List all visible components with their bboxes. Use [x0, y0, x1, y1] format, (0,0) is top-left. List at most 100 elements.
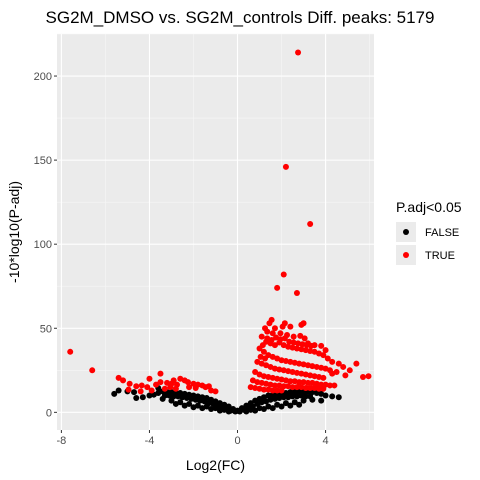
significant-point	[331, 382, 338, 389]
significant-point	[301, 335, 308, 342]
significant-point	[359, 374, 366, 381]
significant-point	[137, 388, 144, 395]
nonsignificant-point	[166, 392, 173, 399]
significant-point	[307, 221, 314, 228]
significant-point	[268, 337, 275, 344]
significant-point	[353, 360, 360, 367]
nonsignificant-point	[318, 397, 325, 404]
significant-point	[318, 342, 325, 349]
significant-point	[262, 355, 269, 362]
nonsignificant-point	[232, 408, 239, 415]
significant-point	[326, 382, 333, 389]
significant-point	[260, 386, 267, 393]
y-axis-title: -10*log10(P-adj)	[6, 181, 22, 283]
nonsignificant-point	[146, 392, 153, 399]
significant-point	[293, 384, 300, 391]
significant-point	[320, 374, 327, 381]
significant-point	[280, 271, 287, 278]
nonsignificant-point	[199, 405, 206, 412]
nonsignificant-point	[133, 395, 140, 402]
significant-point	[184, 379, 191, 386]
significant-point	[315, 385, 322, 392]
significant-point	[153, 381, 160, 388]
significant-point	[259, 342, 266, 349]
significant-point	[324, 355, 331, 362]
significant-point	[307, 384, 314, 391]
significant-point	[115, 374, 122, 381]
nonsignificant-point	[280, 394, 287, 401]
significant-point	[138, 382, 145, 389]
significant-point	[170, 377, 177, 384]
nonsignificant-point	[296, 401, 303, 408]
significant-point	[302, 384, 309, 391]
nonsignificant-point	[236, 408, 243, 415]
significant-point	[144, 384, 151, 391]
x-tick-label: 0	[234, 435, 240, 447]
significant-point	[264, 328, 271, 335]
significant-point	[192, 384, 199, 391]
significant-point	[340, 363, 347, 370]
x-tick-label: -4	[145, 435, 155, 447]
y-tick-label: 100	[34, 239, 52, 251]
grid-lines	[57, 33, 374, 430]
significant-point	[89, 367, 96, 374]
x-tick-label: 4	[323, 435, 329, 447]
significant-point	[335, 360, 342, 367]
significant-point	[342, 372, 349, 379]
significant-point	[186, 384, 193, 391]
nonsignificant-point	[225, 408, 232, 415]
nonsignificant-point	[159, 395, 166, 402]
nonsignificant-point	[190, 404, 197, 411]
nonsignificant-point	[175, 393, 182, 400]
significant-point	[67, 348, 74, 355]
data-points	[67, 49, 372, 415]
significant-point	[297, 332, 304, 339]
nonsignificant-point	[243, 408, 250, 415]
significant-point	[278, 387, 285, 394]
nonsignificant-point	[322, 392, 329, 399]
significant-point	[274, 284, 281, 291]
significant-point	[260, 348, 267, 355]
y-tick-label: 50	[40, 323, 52, 335]
significant-point	[282, 163, 289, 170]
nonsignificant-point	[111, 390, 118, 397]
significant-point	[277, 330, 284, 337]
significant-point	[308, 342, 315, 349]
significant-point	[126, 380, 133, 387]
legend: P.adj<0.05 FALSE TRUE	[396, 199, 462, 265]
nonsignificant-point	[115, 387, 122, 394]
significant-point	[329, 358, 336, 365]
nonsignificant-point	[287, 402, 294, 409]
significant-point	[271, 325, 278, 332]
significant-point	[279, 323, 286, 330]
significant-point	[266, 320, 273, 327]
legend-label-false: FALSE	[425, 227, 459, 239]
nonsignificant-point	[335, 394, 342, 401]
significant-point	[289, 384, 296, 391]
significant-point	[304, 379, 311, 386]
significant-point	[157, 379, 164, 386]
nonsignificant-point	[289, 393, 296, 400]
significant-point	[269, 387, 276, 394]
significant-point	[172, 385, 179, 392]
significant-point	[146, 375, 153, 382]
legend-title: P.adj<0.05	[396, 199, 462, 215]
significant-point	[157, 370, 164, 377]
y-tick-label: 200	[34, 71, 52, 83]
significant-point	[296, 379, 303, 386]
nonsignificant-point	[131, 389, 138, 396]
significant-point	[161, 385, 168, 392]
significant-point	[271, 382, 278, 389]
x-tick-label: -8	[57, 435, 67, 447]
nonsignificant-point	[139, 394, 146, 401]
legend-label-true: TRUE	[425, 250, 455, 262]
nonsignificant-point	[260, 405, 267, 412]
nonsignificant-point	[282, 400, 289, 407]
significant-point	[212, 388, 219, 395]
nonsignificant-point	[329, 393, 336, 400]
significant-point	[295, 49, 302, 56]
y-tick-label: 150	[34, 155, 52, 167]
nonsignificant-point	[252, 407, 259, 414]
significant-point	[148, 387, 155, 394]
nonsignificant-point	[291, 399, 298, 406]
